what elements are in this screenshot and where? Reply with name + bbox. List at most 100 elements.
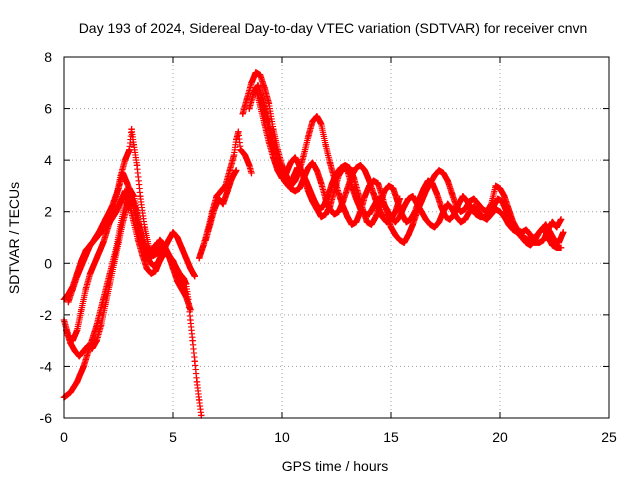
data-point	[501, 193, 508, 200]
data-point	[187, 265, 194, 272]
data-point	[514, 229, 521, 236]
data-point	[108, 203, 116, 210]
data-point	[387, 216, 395, 223]
data-point	[126, 146, 133, 154]
data-point	[178, 244, 185, 252]
data-point	[195, 254, 203, 262]
data-point	[239, 110, 246, 117]
data-point	[137, 193, 144, 200]
data-point	[553, 223, 560, 231]
data-point	[313, 113, 321, 120]
data-point	[71, 347, 79, 355]
data-point	[492, 182, 499, 190]
plot-frame	[63, 56, 610, 419]
data-point	[226, 167, 233, 174]
data-point	[73, 378, 81, 386]
data-point	[352, 218, 360, 226]
data-point	[313, 167, 321, 174]
data-point	[78, 306, 85, 313]
x-tick-label: 25	[601, 429, 617, 445]
data-point	[165, 236, 172, 244]
data-point	[152, 267, 159, 275]
data-point	[459, 193, 467, 200]
data-point	[352, 164, 360, 172]
series-arc-7	[202, 167, 240, 244]
x-tick-label: 5	[169, 429, 177, 445]
data-point	[400, 239, 408, 246]
data-point	[522, 239, 530, 246]
data-layer	[60, 69, 567, 419]
data-point	[326, 159, 334, 166]
data-point	[128, 126, 135, 133]
data-point	[339, 164, 347, 172]
data-point	[80, 363, 87, 370]
data-point	[518, 234, 525, 241]
x-axis-label: GPS time / hours	[282, 458, 389, 474]
data-point	[470, 203, 478, 210]
data-point	[461, 205, 469, 213]
data-point	[357, 162, 364, 169]
data-point	[381, 187, 388, 195]
data-point	[148, 270, 155, 277]
data-point	[374, 180, 382, 187]
data-point	[119, 218, 127, 226]
data-point	[536, 239, 543, 246]
data-point	[126, 185, 133, 192]
data-point	[200, 242, 207, 249]
data-point	[287, 185, 294, 192]
data-point	[165, 252, 172, 259]
data-point	[191, 272, 198, 280]
data-point	[174, 234, 181, 241]
data-point	[115, 185, 122, 192]
data-point	[102, 301, 109, 308]
data-point	[392, 218, 399, 226]
x-tick-label: 20	[492, 429, 508, 445]
data-point	[505, 221, 512, 228]
data-point	[296, 162, 303, 169]
data-point	[124, 180, 131, 187]
data-point	[296, 185, 303, 192]
data-point	[278, 167, 286, 174]
data-point	[385, 182, 393, 190]
data-point	[344, 185, 351, 192]
data-point	[237, 146, 244, 154]
data-point	[182, 254, 190, 262]
data-point	[100, 239, 107, 246]
data-point	[435, 167, 443, 174]
data-point	[527, 242, 534, 249]
data-point	[289, 174, 297, 182]
data-point	[405, 231, 412, 239]
y-tick-label: -6	[40, 410, 53, 426]
data-point	[326, 205, 334, 213]
data-point	[252, 84, 260, 92]
data-point	[331, 211, 338, 218]
data-point	[82, 252, 89, 259]
data-point	[389, 185, 397, 192]
data-point	[304, 164, 312, 172]
data-point	[409, 221, 416, 228]
data-point	[318, 180, 325, 187]
data-point	[248, 169, 255, 177]
data-point	[470, 195, 478, 203]
data-point	[322, 195, 329, 203]
data-point	[396, 236, 403, 244]
x-tick-label: 15	[383, 429, 399, 445]
data-point	[257, 95, 264, 102]
data-point	[383, 218, 390, 226]
data-point	[400, 203, 408, 210]
data-point	[97, 321, 105, 329]
data-point	[100, 226, 107, 233]
data-point	[106, 280, 113, 288]
data-point	[411, 208, 419, 215]
data-point	[422, 216, 430, 223]
data-point	[366, 211, 373, 218]
data-point	[178, 280, 185, 288]
data-point	[93, 254, 100, 262]
data-point	[206, 221, 214, 228]
data-point	[424, 177, 432, 184]
data-point	[357, 205, 364, 213]
data-point	[466, 208, 473, 215]
data-point	[80, 347, 87, 355]
data-point	[211, 205, 218, 213]
